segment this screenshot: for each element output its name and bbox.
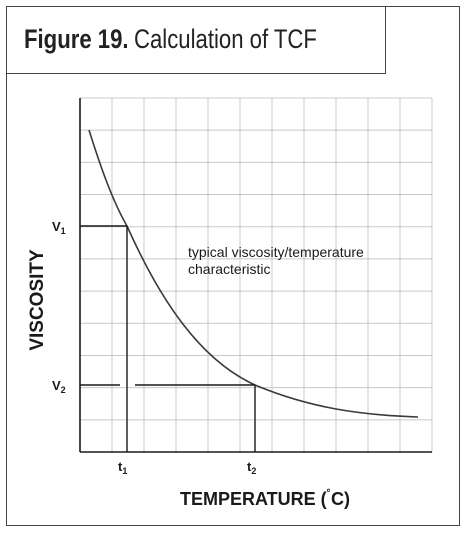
x-axis-label: TEMPERATURE (˚C) (180, 487, 350, 509)
curve-annotation-line1: typical viscosity/temperature (188, 244, 364, 260)
v2-label: V2 (52, 378, 66, 395)
curve-annotation-line2: characteristic (188, 261, 270, 277)
v1-label: V1 (52, 219, 66, 236)
t2-label: t2 (247, 459, 256, 476)
figure-title-box: Figure 19. Calculation of TCF (6, 6, 386, 74)
grid-lines (80, 97, 433, 452)
viscosity-curve (88, 129, 419, 418)
figure-frame (6, 6, 460, 526)
y-axis-label: VISCOSITY (27, 249, 48, 351)
figure-number: Figure 19. (24, 24, 129, 54)
figure-title: Calculation of TCF (133, 24, 317, 54)
t1-label: t1 (118, 459, 127, 476)
